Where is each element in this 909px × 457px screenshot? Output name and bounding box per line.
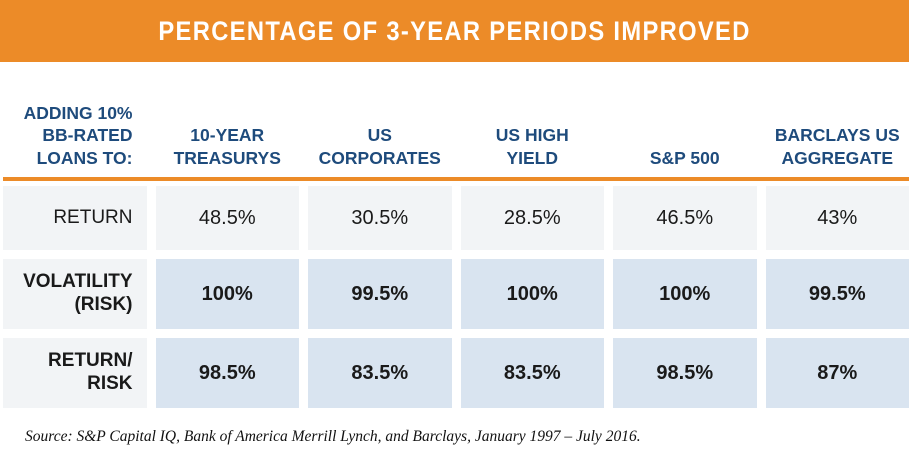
header-divider-rule xyxy=(3,177,909,181)
column-header-10-year-treasurys: 10-YEAR TREASURYS xyxy=(173,125,281,168)
table-row-return: RETURN 48.5% 30.5% 28.5% 46.5% 43% xyxy=(0,186,909,250)
value-cell: 30.5% xyxy=(308,186,452,250)
value-cell: 98.5% xyxy=(155,338,299,408)
value-cell: 43% xyxy=(765,186,909,250)
title-banner: PERCENTAGE OF 3-YEAR PERIODS IMPROVED xyxy=(0,0,909,62)
value-cell: 99.5% xyxy=(765,259,909,329)
value-cell: 100% xyxy=(460,259,604,329)
value-cell: 100% xyxy=(155,259,299,329)
page-title: PERCENTAGE OF 3-YEAR PERIODS IMPROVED xyxy=(158,15,751,46)
table-row-volatility-risk: VOLATILITY (RISK) 100% 99.5% 100% 100% 9… xyxy=(0,259,909,329)
row-label-return: RETURN xyxy=(3,186,147,250)
column-header-barclays-us-aggregate: BARCLAYS US AGGREGATE xyxy=(774,125,900,168)
value-cell: 48.5% xyxy=(155,186,299,250)
source-note: Source: S&P Capital IQ, Bank of America … xyxy=(25,428,641,445)
row-group-header: ADDING 10% BB-RATED LOANS TO: xyxy=(23,102,133,168)
row-label-volatility-risk: VOLATILITY (RISK) xyxy=(3,259,147,329)
value-cell: 28.5% xyxy=(460,186,604,250)
table-row-return-risk: RETURN/ RISK 98.5% 83.5% 83.5% 98.5% 87% xyxy=(0,338,909,408)
column-header-us-corporates: US CORPORATES xyxy=(318,125,441,168)
value-cell: 46.5% xyxy=(613,186,757,250)
value-cell: 98.5% xyxy=(613,338,757,408)
value-cell: 83.5% xyxy=(308,338,452,408)
column-header-us-high-yield: US HIGH YIELD xyxy=(495,125,569,168)
row-label-return-risk: RETURN/ RISK xyxy=(3,338,147,408)
table-header-row: ADDING 10% BB-RATED LOANS TO: 10-YEAR TR… xyxy=(0,62,909,177)
value-cell: 100% xyxy=(613,259,757,329)
value-cell: 87% xyxy=(765,338,909,408)
column-header-sp-500: S&P 500 xyxy=(649,147,720,168)
value-cell: 83.5% xyxy=(460,338,604,408)
value-cell: 99.5% xyxy=(308,259,452,329)
